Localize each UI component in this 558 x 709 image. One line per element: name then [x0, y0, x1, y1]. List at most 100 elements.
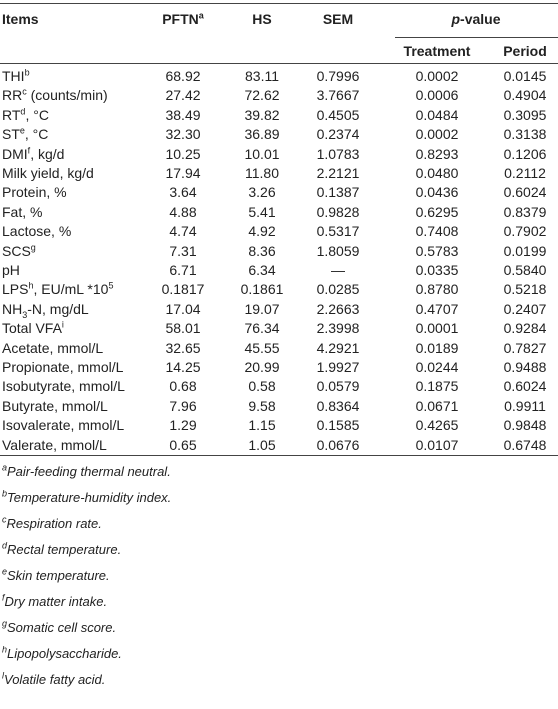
- row-label: Valerate, mmol/L: [2, 436, 107, 454]
- text-text: -N, mg/dL: [27, 300, 89, 317]
- table-cell: 0.0579: [317, 377, 360, 395]
- table-cell: 58.01: [165, 319, 200, 337]
- cell-value: 2.2663: [316, 300, 360, 317]
- cell-value: —: [331, 262, 345, 278]
- cell-value: 76.34: [244, 320, 280, 337]
- cell-value: 32.65: [165, 339, 201, 356]
- table-cell: 7.96: [169, 397, 196, 415]
- cell-value: 0.1206: [503, 145, 547, 162]
- header-sem: SEM: [322, 11, 354, 27]
- table-cell: 0.8364: [317, 397, 360, 415]
- row-label: Isobutyrate, mmol/L: [2, 377, 125, 395]
- table-cell: 2.2121: [317, 164, 360, 182]
- footnote-text: Lipopolysaccharide.: [7, 646, 122, 661]
- cell-value: 0.9488: [503, 359, 547, 375]
- table-cell: 0.2374: [317, 125, 360, 143]
- header-cell: p-value: [451, 10, 500, 28]
- footnote: hLipopolysaccharide.: [2, 645, 122, 663]
- footnote-text: Skin temperature.: [7, 568, 110, 583]
- table-cell: 6.34: [248, 261, 275, 279]
- cell-value: 0.9284: [503, 320, 547, 337]
- table-cell: 0.4904: [504, 86, 547, 104]
- table-cell: 0.8293: [416, 145, 459, 163]
- text-text: RT: [2, 106, 21, 123]
- table-cell: 0.1206: [504, 145, 547, 163]
- cell-value: 0.7408: [415, 223, 459, 240]
- cell-value: 0.1875: [415, 378, 459, 395]
- cell-value: 83.11: [245, 68, 279, 84]
- text-text: THI: [2, 68, 25, 84]
- header-cell: Treatment: [404, 42, 471, 60]
- text-text: Protein, %: [2, 184, 67, 201]
- table-cell: 0.0107: [416, 436, 459, 454]
- footnote: eSkin temperature.: [2, 567, 110, 585]
- text-text: Milk yield, kg/d: [2, 165, 94, 181]
- table-cell: 32.65: [165, 339, 200, 357]
- table-cell: 0.1861: [241, 280, 284, 298]
- table-cell: 0.1875: [416, 377, 459, 395]
- cell-value: 0.8379: [503, 203, 547, 220]
- table-cell: 0.6024: [504, 377, 547, 395]
- table-cell: 45.55: [244, 339, 279, 357]
- table-cell: 0.9284: [504, 319, 547, 337]
- cell-value: 0.0436: [415, 184, 459, 201]
- text-text: Fat, %: [2, 203, 43, 220]
- cell-value: 0.0002: [415, 68, 459, 84]
- table-cell: 0.9488: [504, 358, 547, 376]
- footnote: bTemperature-humidity index.: [2, 489, 171, 507]
- footnote-mark: a: [2, 462, 8, 473]
- cell-value: 4.88: [169, 203, 197, 220]
- text-sup: h: [28, 280, 34, 291]
- cell-value: 9.58: [248, 397, 276, 414]
- cell-value: 0.65: [169, 436, 197, 453]
- table-cell: 0.3095: [504, 106, 547, 124]
- text-sup: d: [20, 106, 26, 117]
- text-text: Butyrate, mmol/L: [2, 397, 108, 414]
- footnote: gSomatic cell score.: [2, 619, 116, 637]
- table-cell: 10.25: [165, 145, 200, 163]
- table-cell: 1.15: [248, 416, 275, 434]
- cell-value: 68.92: [165, 68, 201, 84]
- table-cell: 0.6024: [504, 183, 547, 201]
- cell-value: 0.5783: [415, 242, 459, 259]
- table-cell: 0.65: [169, 436, 196, 454]
- cell-value: 0.0145: [503, 68, 547, 84]
- table-cell: 0.7408: [416, 222, 459, 240]
- table-cell: 20.99: [244, 358, 279, 376]
- header-treatment: Treatment: [403, 43, 471, 59]
- cell-value: 0.8293: [415, 145, 459, 162]
- cell-value: 0.0244: [415, 359, 459, 375]
- table-cell: 0.7827: [504, 339, 547, 357]
- table-cell: 0.3138: [504, 125, 547, 143]
- cell-value: 0.0001: [415, 320, 459, 337]
- row-label: Total VFAi: [2, 319, 64, 337]
- text-text: , EU/mL *10: [33, 281, 109, 298]
- cell-value: 0.5218: [503, 281, 547, 298]
- table-cell: 0.8379: [504, 203, 547, 221]
- footnote: lVolatile fatty acid.: [2, 671, 105, 689]
- cell-value: 38.49: [165, 106, 201, 123]
- table-cell: 0.7902: [504, 222, 547, 240]
- text-text: , °C: [24, 126, 49, 143]
- footnote-text: Dry matter intake.: [4, 594, 108, 609]
- pvalue-rule: [395, 37, 558, 38]
- row-label: Milk yield, kg/d: [2, 164, 94, 182]
- text-text: pH: [2, 262, 20, 278]
- table-cell: 0.6295: [416, 203, 459, 221]
- cell-value: 0.0335: [415, 262, 459, 278]
- footnote-mark: f: [2, 592, 5, 603]
- header-cell: Period: [503, 42, 547, 60]
- table-cell: 32.30: [165, 125, 200, 143]
- text-sup: i: [61, 319, 64, 330]
- row-label: Butyrate, mmol/L: [2, 397, 108, 415]
- table-cell: 3.26: [248, 183, 275, 201]
- cell-value: 0.9828: [316, 203, 360, 220]
- table-cell: 68.92: [165, 67, 200, 85]
- table-cell: 76.34: [244, 319, 279, 337]
- cell-value: 2.2121: [316, 165, 360, 181]
- row-label: Protein, %: [2, 183, 67, 201]
- table-cell: 1.8059: [317, 242, 360, 260]
- table-cell: 7.31: [169, 242, 196, 260]
- cell-value: 19.07: [244, 300, 280, 317]
- cell-value: 20.99: [244, 359, 280, 375]
